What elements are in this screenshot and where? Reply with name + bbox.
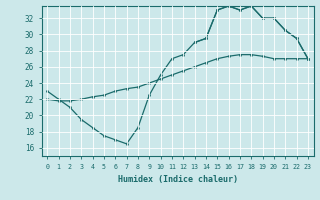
X-axis label: Humidex (Indice chaleur): Humidex (Indice chaleur) [118,175,237,184]
